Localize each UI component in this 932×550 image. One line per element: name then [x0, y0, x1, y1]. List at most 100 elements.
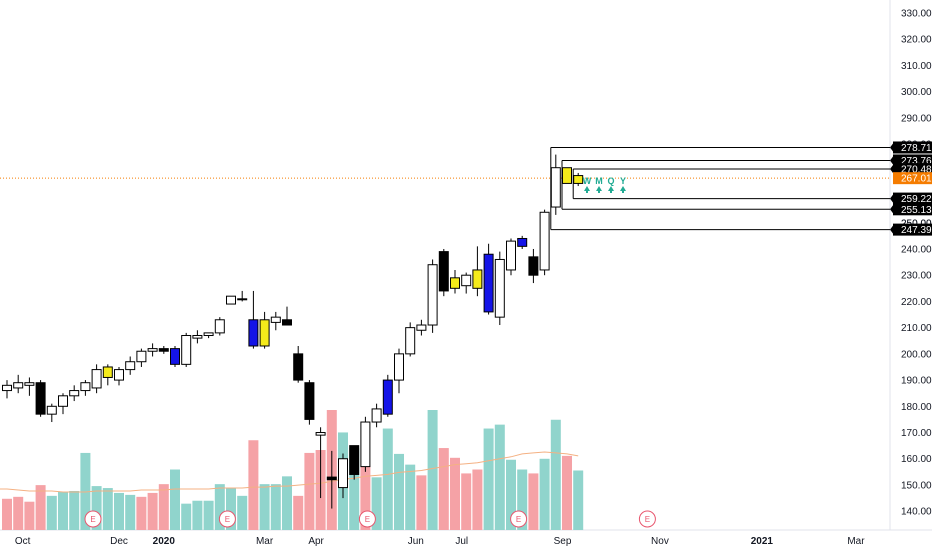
up-arrow-icon	[608, 186, 614, 193]
candle	[461, 272, 472, 294]
level-tag-label: 247.39	[901, 225, 932, 236]
earnings-marker[interactable]: E	[84, 510, 102, 528]
candle-body	[461, 274, 472, 287]
volume-bar	[203, 500, 214, 530]
candle	[226, 295, 236, 305]
candle-body	[259, 319, 270, 347]
candle-body	[270, 316, 281, 323]
level-tag-label: 270.48	[901, 165, 932, 176]
candle	[483, 243, 494, 315]
candle-body	[506, 240, 516, 271]
earnings-circle	[510, 510, 528, 528]
earnings-label: E	[90, 515, 95, 524]
volume-bar	[360, 465, 371, 530]
price-tick-label: 170.00	[901, 428, 932, 439]
price-tick-label: 290.00	[901, 113, 932, 124]
candle	[192, 330, 203, 344]
candle-body	[158, 348, 169, 352]
candle	[416, 319, 427, 336]
candle-body	[438, 251, 449, 292]
candle-body	[282, 319, 292, 326]
time-tick-label: Jun	[408, 536, 424, 547]
candle-body	[450, 277, 460, 289]
volume-bar	[494, 424, 505, 530]
earnings-circle	[84, 510, 102, 528]
volume-bar	[450, 457, 460, 530]
volume-bar	[181, 503, 192, 530]
candle	[125, 356, 136, 375]
level-tag	[893, 192, 932, 205]
volume-bar	[46, 495, 57, 530]
price-tick-label: 230.00	[901, 271, 932, 282]
earnings-marker[interactable]: E	[358, 510, 376, 528]
candle-body	[394, 353, 404, 381]
candle	[58, 393, 68, 415]
candle-body	[226, 295, 236, 305]
time-axis[interactable]: Oct Dec 2020 Mar Apr Jun Jul Sep Nov 2021 Mar	[15, 536, 865, 547]
candle-body	[405, 327, 416, 355]
candle-body	[136, 350, 147, 363]
volume-bar	[170, 469, 180, 530]
level-tag	[893, 223, 932, 236]
candle	[506, 238, 516, 276]
candle-body	[35, 382, 46, 415]
earnings-marker[interactable]: E	[638, 510, 656, 528]
last-price-tag	[893, 172, 932, 185]
candle-body	[338, 458, 348, 489]
level-tag-pointer	[890, 165, 893, 174]
level-tag-pointer	[890, 205, 893, 214]
candle-body	[2, 384, 12, 392]
price-tick-label: 300.00	[901, 87, 932, 98]
candle-body	[517, 237, 528, 247]
candle-body	[382, 379, 393, 415]
candle	[349, 445, 360, 480]
earnings-circle	[358, 510, 376, 528]
candle-body	[58, 395, 68, 407]
price-tick-label: 240.00	[901, 244, 932, 255]
candle-body	[427, 264, 438, 326]
candle	[293, 345, 304, 383]
volume-bar	[416, 475, 427, 530]
candle-body	[248, 319, 259, 347]
last-price-label: 267.01	[901, 174, 932, 185]
level-tag	[893, 163, 932, 176]
candle	[282, 306, 292, 326]
signal-label: W	[583, 176, 592, 186]
price-axis[interactable]: 330.00320.00310.00300.00290.00280.00270.…	[890, 9, 932, 518]
time-tick-label: 2021	[751, 536, 774, 547]
candle	[438, 248, 449, 297]
candle-body	[125, 361, 136, 371]
earnings-marker[interactable]: E	[218, 510, 236, 528]
candle	[170, 345, 180, 367]
level-tag-label: 255.13	[901, 205, 932, 216]
volume-bars	[2, 410, 584, 530]
volume-bar	[394, 453, 404, 530]
candle	[270, 311, 281, 331]
candle-body	[214, 319, 225, 334]
earnings-marker[interactable]: E	[510, 510, 528, 528]
candle-body	[192, 335, 203, 339]
candle	[315, 427, 326, 499]
price-tick-label: 220.00	[901, 297, 932, 308]
volume-bar	[214, 484, 225, 530]
up-arrow-icon	[584, 186, 590, 193]
level-tag-pointer	[890, 194, 893, 203]
earnings-circle	[218, 510, 236, 528]
volume-bar	[282, 476, 292, 530]
volume-bar	[472, 469, 483, 530]
volume-bar	[382, 428, 393, 530]
candle	[181, 332, 192, 367]
candle-body	[416, 324, 427, 331]
candle	[371, 403, 382, 428]
candle-body	[315, 432, 326, 436]
volume-bar	[80, 452, 91, 530]
volume-bar	[304, 452, 315, 530]
volume-bar	[125, 494, 136, 530]
level-tag-label: 273.76	[901, 156, 932, 167]
candle-body	[326, 476, 337, 481]
volume-bar	[427, 410, 438, 530]
volume-bar	[24, 501, 35, 530]
candle	[394, 348, 404, 394]
